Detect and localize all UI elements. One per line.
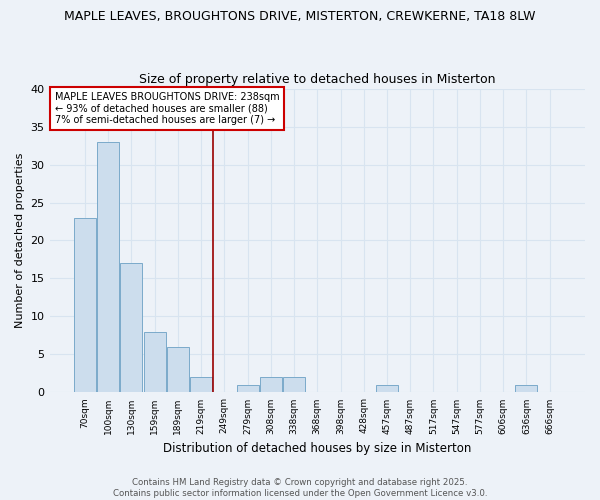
Bar xyxy=(283,377,305,392)
Text: MAPLE LEAVES BROUGHTONS DRIVE: 238sqm
← 93% of detached houses are smaller (88)
: MAPLE LEAVES BROUGHTONS DRIVE: 238sqm ← … xyxy=(55,92,280,125)
Bar xyxy=(376,385,398,392)
Bar xyxy=(236,385,259,392)
Bar xyxy=(143,332,166,392)
Bar xyxy=(74,218,96,392)
Title: Size of property relative to detached houses in Misterton: Size of property relative to detached ho… xyxy=(139,73,496,86)
Bar xyxy=(515,385,538,392)
Bar xyxy=(97,142,119,392)
Bar xyxy=(260,377,282,392)
Y-axis label: Number of detached properties: Number of detached properties xyxy=(15,153,25,328)
Bar xyxy=(167,347,189,393)
Text: Contains HM Land Registry data © Crown copyright and database right 2025.
Contai: Contains HM Land Registry data © Crown c… xyxy=(113,478,487,498)
Text: MAPLE LEAVES, BROUGHTONS DRIVE, MISTERTON, CREWKERNE, TA18 8LW: MAPLE LEAVES, BROUGHTONS DRIVE, MISTERTO… xyxy=(64,10,536,23)
Bar xyxy=(190,377,212,392)
X-axis label: Distribution of detached houses by size in Misterton: Distribution of detached houses by size … xyxy=(163,442,472,455)
Bar xyxy=(121,264,142,392)
